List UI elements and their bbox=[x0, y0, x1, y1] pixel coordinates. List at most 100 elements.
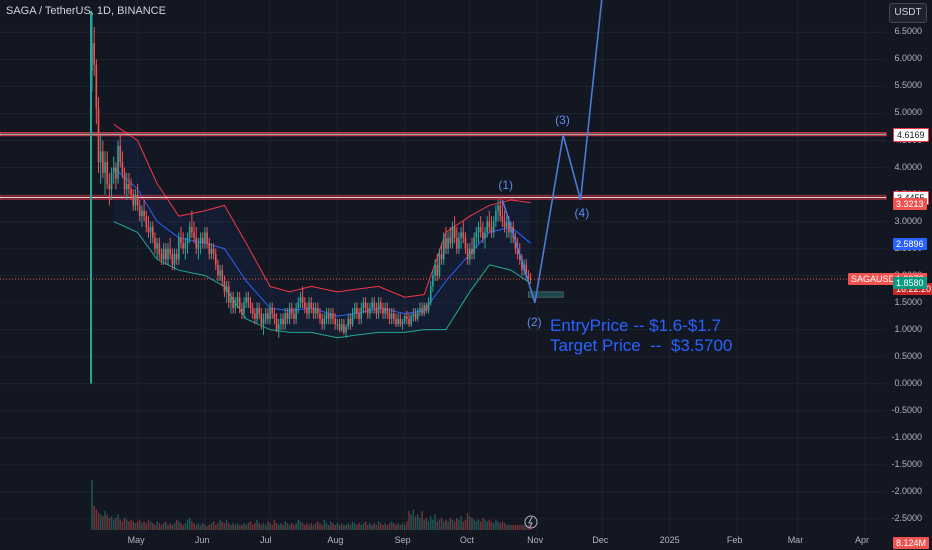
volume-bar bbox=[462, 521, 465, 530]
volume-bar bbox=[295, 523, 297, 530]
volume-bar bbox=[434, 514, 436, 530]
candle-body bbox=[364, 302, 367, 309]
volume-bar bbox=[412, 509, 415, 530]
volume-bar bbox=[477, 519, 480, 530]
volume-bar bbox=[264, 524, 267, 530]
volume-bar bbox=[102, 516, 104, 530]
candle-body bbox=[319, 313, 321, 319]
currency-button[interactable]: USDT bbox=[889, 3, 927, 23]
x-tick-label: Aug bbox=[327, 535, 344, 545]
candle-body bbox=[310, 302, 313, 309]
volume-bar bbox=[349, 524, 352, 530]
candle-body bbox=[343, 324, 345, 333]
candle-body bbox=[488, 221, 491, 227]
candle-body bbox=[258, 308, 261, 314]
candle-body bbox=[295, 308, 297, 319]
candle-body bbox=[123, 172, 126, 190]
wave-label: (2) bbox=[526, 314, 542, 329]
candle-body bbox=[286, 313, 289, 319]
volume-bar bbox=[249, 521, 252, 530]
candle-body bbox=[212, 248, 215, 254]
volume-bar bbox=[130, 519, 132, 530]
volume-bar bbox=[325, 523, 328, 530]
volume-bar bbox=[323, 519, 326, 530]
x-tick-label: Oct bbox=[459, 535, 474, 545]
volume-bar bbox=[149, 521, 152, 530]
candle-body bbox=[412, 313, 415, 317]
candle-body bbox=[390, 313, 393, 319]
candle-body bbox=[477, 226, 480, 233]
volume-bar bbox=[384, 523, 386, 530]
volume-bar bbox=[115, 517, 117, 530]
volume-bar bbox=[484, 519, 486, 530]
volume-bar bbox=[191, 521, 193, 530]
volume-bar bbox=[254, 523, 256, 530]
candle-body bbox=[416, 310, 419, 319]
candle-body bbox=[267, 313, 269, 319]
volume-bar bbox=[223, 523, 226, 530]
entry-price-text: EntryPrice -- $1.6-$1.7 bbox=[550, 316, 722, 335]
candle-body bbox=[184, 243, 187, 249]
volume-bar bbox=[271, 524, 273, 530]
candle-body bbox=[316, 308, 319, 314]
candle-body bbox=[236, 297, 239, 303]
candle-body bbox=[167, 248, 169, 260]
volume-bar bbox=[219, 519, 221, 530]
volume-bar bbox=[136, 521, 139, 530]
volume-bar bbox=[521, 524, 523, 530]
volume-bar bbox=[399, 524, 402, 530]
candle-body bbox=[136, 194, 139, 206]
candle-body bbox=[360, 308, 363, 319]
y-tick-label: -2.5000 bbox=[891, 512, 922, 523]
volume-bar bbox=[373, 523, 376, 530]
volume-bar bbox=[199, 524, 202, 530]
volume-bar bbox=[516, 524, 519, 530]
volume-bar bbox=[110, 516, 113, 530]
x-tick-label: May bbox=[127, 535, 145, 545]
candle-body bbox=[171, 253, 174, 265]
candle-body bbox=[369, 308, 371, 314]
candle-body bbox=[371, 302, 373, 309]
candle-body bbox=[130, 189, 132, 195]
volume-bar bbox=[156, 521, 158, 530]
candle-body bbox=[234, 302, 237, 309]
volume-bar bbox=[369, 523, 371, 530]
volume-bar bbox=[184, 523, 187, 530]
volume-bar bbox=[165, 521, 167, 530]
candle-body bbox=[451, 226, 454, 244]
candle-body bbox=[414, 313, 417, 319]
volume-bar bbox=[128, 521, 130, 530]
y-tick-label: -1.0000 bbox=[891, 431, 922, 442]
candle-body bbox=[288, 308, 291, 319]
candle-body bbox=[156, 243, 158, 249]
volume-bar bbox=[525, 524, 528, 530]
volume-bar bbox=[340, 523, 343, 530]
candle-body bbox=[429, 286, 432, 303]
candle-body bbox=[347, 318, 350, 327]
volume-bar bbox=[267, 521, 269, 530]
volume-bar bbox=[503, 523, 506, 530]
candle-body bbox=[247, 297, 250, 303]
volume-bar bbox=[336, 523, 339, 530]
x-tick-label: Feb bbox=[726, 535, 743, 545]
volume-bar bbox=[397, 523, 399, 530]
candle-body bbox=[282, 318, 284, 325]
volume-bar bbox=[112, 519, 115, 530]
volume-bar bbox=[312, 524, 315, 530]
volume-bar bbox=[251, 524, 254, 530]
volume-bar bbox=[143, 521, 145, 530]
candle-body bbox=[486, 221, 489, 233]
volume-bar bbox=[91, 480, 93, 530]
volume-bar bbox=[225, 519, 228, 530]
candle-body bbox=[375, 308, 378, 314]
candle-body bbox=[175, 253, 178, 260]
volume-bar bbox=[238, 524, 241, 530]
volume-bar bbox=[208, 524, 211, 530]
candle-body bbox=[334, 318, 337, 325]
volume-bar bbox=[406, 521, 408, 530]
volume-bar bbox=[175, 519, 178, 530]
volume-bar bbox=[228, 523, 230, 530]
candle-body bbox=[254, 313, 256, 319]
volume-bar bbox=[451, 519, 454, 530]
